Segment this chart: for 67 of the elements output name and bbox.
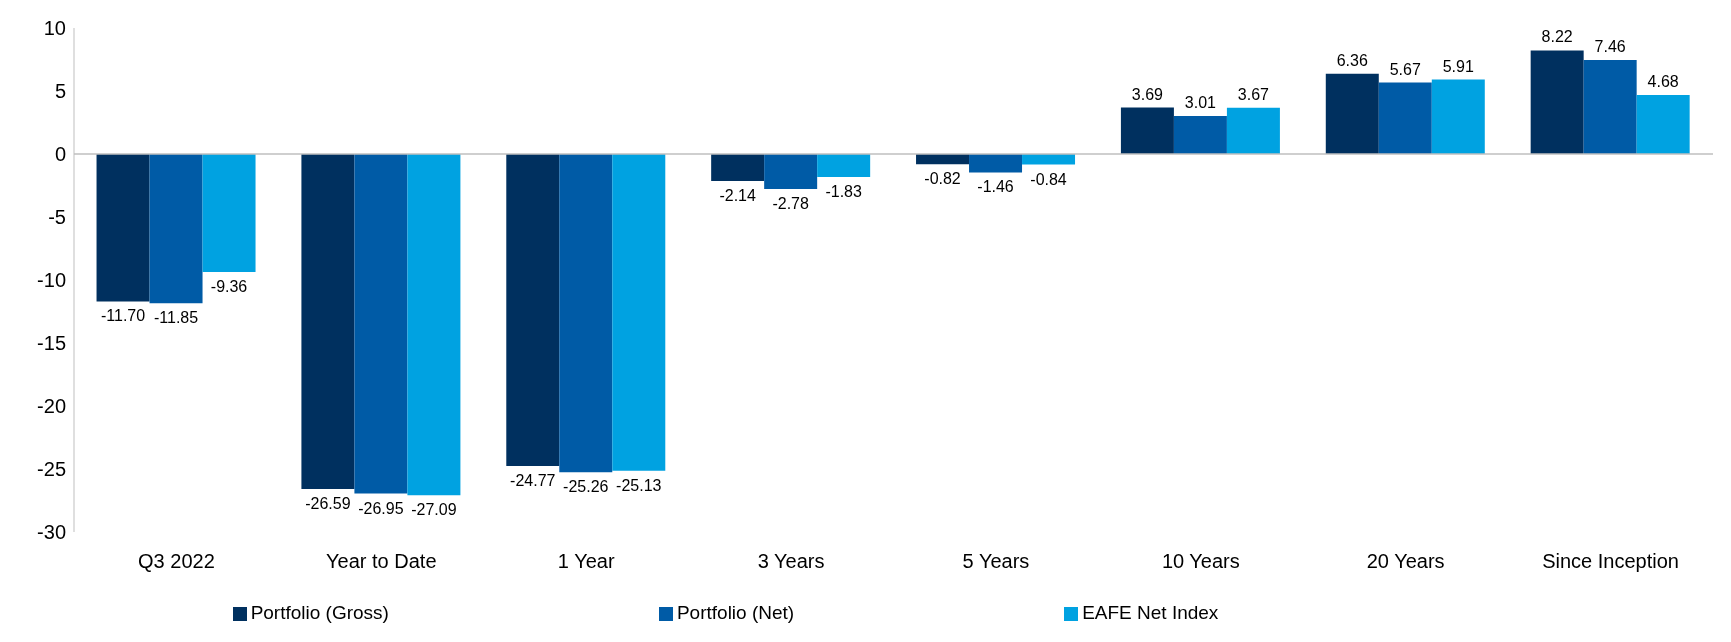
data-label: -9.36 [210, 277, 248, 295]
x-tick-label: Since Inception [1542, 550, 1679, 573]
bar [1530, 50, 1584, 154]
bar [1378, 82, 1432, 154]
data-label: 3.01 [1184, 94, 1217, 112]
data-label: -26.95 [358, 499, 404, 517]
bar [559, 154, 613, 473]
x-tick-label: 1 Year [557, 550, 615, 573]
data-label: -2.78 [772, 195, 809, 213]
data-label: 4.68 [1647, 73, 1679, 91]
data-label: -26.59 [305, 495, 351, 513]
y-tick-label: 10 [43, 17, 66, 40]
y-tick-label: -25 [37, 458, 66, 481]
data-label: 3.67 [1237, 85, 1270, 103]
x-tick-label: 5 Years [962, 550, 1030, 573]
bar [969, 154, 1023, 173]
legend-label: Portfolio (Net) [676, 602, 795, 623]
y-tick-label: -30 [37, 521, 66, 544]
y-tick-label: 5 [54, 80, 66, 103]
x-tick-label: 3 Years [757, 550, 825, 573]
legend-label: EAFE Net Index [1082, 602, 1219, 623]
legend-label: Portfolio (Gross) [250, 602, 389, 623]
y-tick-label: 0 [54, 143, 66, 166]
y-tick-label: -5 [48, 206, 66, 229]
data-label: 6.36 [1336, 51, 1368, 69]
data-label: -1.46 [977, 178, 1014, 196]
bar [711, 154, 765, 181]
x-tick-label: Q3 2022 [138, 550, 215, 573]
bar [1226, 107, 1280, 154]
data-label: -2.14 [719, 186, 756, 204]
data-label: 8.22 [1541, 28, 1573, 46]
y-tick-label: -10 [37, 269, 66, 292]
bar [612, 154, 666, 471]
data-label: -25.26 [563, 478, 609, 496]
data-label: -25.13 [616, 476, 662, 494]
bar [96, 154, 150, 302]
data-label: -1.83 [825, 183, 862, 201]
y-tick-label: -15 [37, 332, 66, 355]
bar [1431, 79, 1485, 154]
bar [1120, 107, 1174, 154]
data-label: -0.84 [1030, 170, 1067, 188]
data-label: 3.69 [1131, 85, 1164, 103]
bar [149, 154, 203, 304]
bar [1022, 154, 1076, 165]
data-label: 5.91 [1442, 57, 1474, 75]
bar [202, 154, 256, 272]
bar [301, 154, 355, 490]
x-tick-label: Year to Date [326, 550, 437, 573]
y-tick-label: -20 [37, 395, 66, 418]
data-label: -11.85 [153, 309, 199, 327]
x-tick-label: 20 Years [1366, 550, 1445, 573]
bar [1636, 95, 1690, 154]
data-label: -11.70 [100, 307, 146, 325]
x-tick-label: 10 Years [1161, 550, 1240, 573]
bar [817, 154, 871, 178]
bar [1325, 73, 1379, 154]
bar [506, 154, 560, 467]
data-label: 7.46 [1594, 38, 1626, 55]
bar [1583, 60, 1637, 154]
data-label: -24.77 [510, 472, 556, 490]
bar [407, 154, 461, 496]
data-label: 5.67 [1389, 60, 1421, 78]
bar [354, 154, 408, 494]
bar [1173, 116, 1227, 154]
data-label: -0.82 [924, 170, 961, 188]
bar [764, 154, 818, 190]
data-label: -27.09 [411, 501, 457, 519]
